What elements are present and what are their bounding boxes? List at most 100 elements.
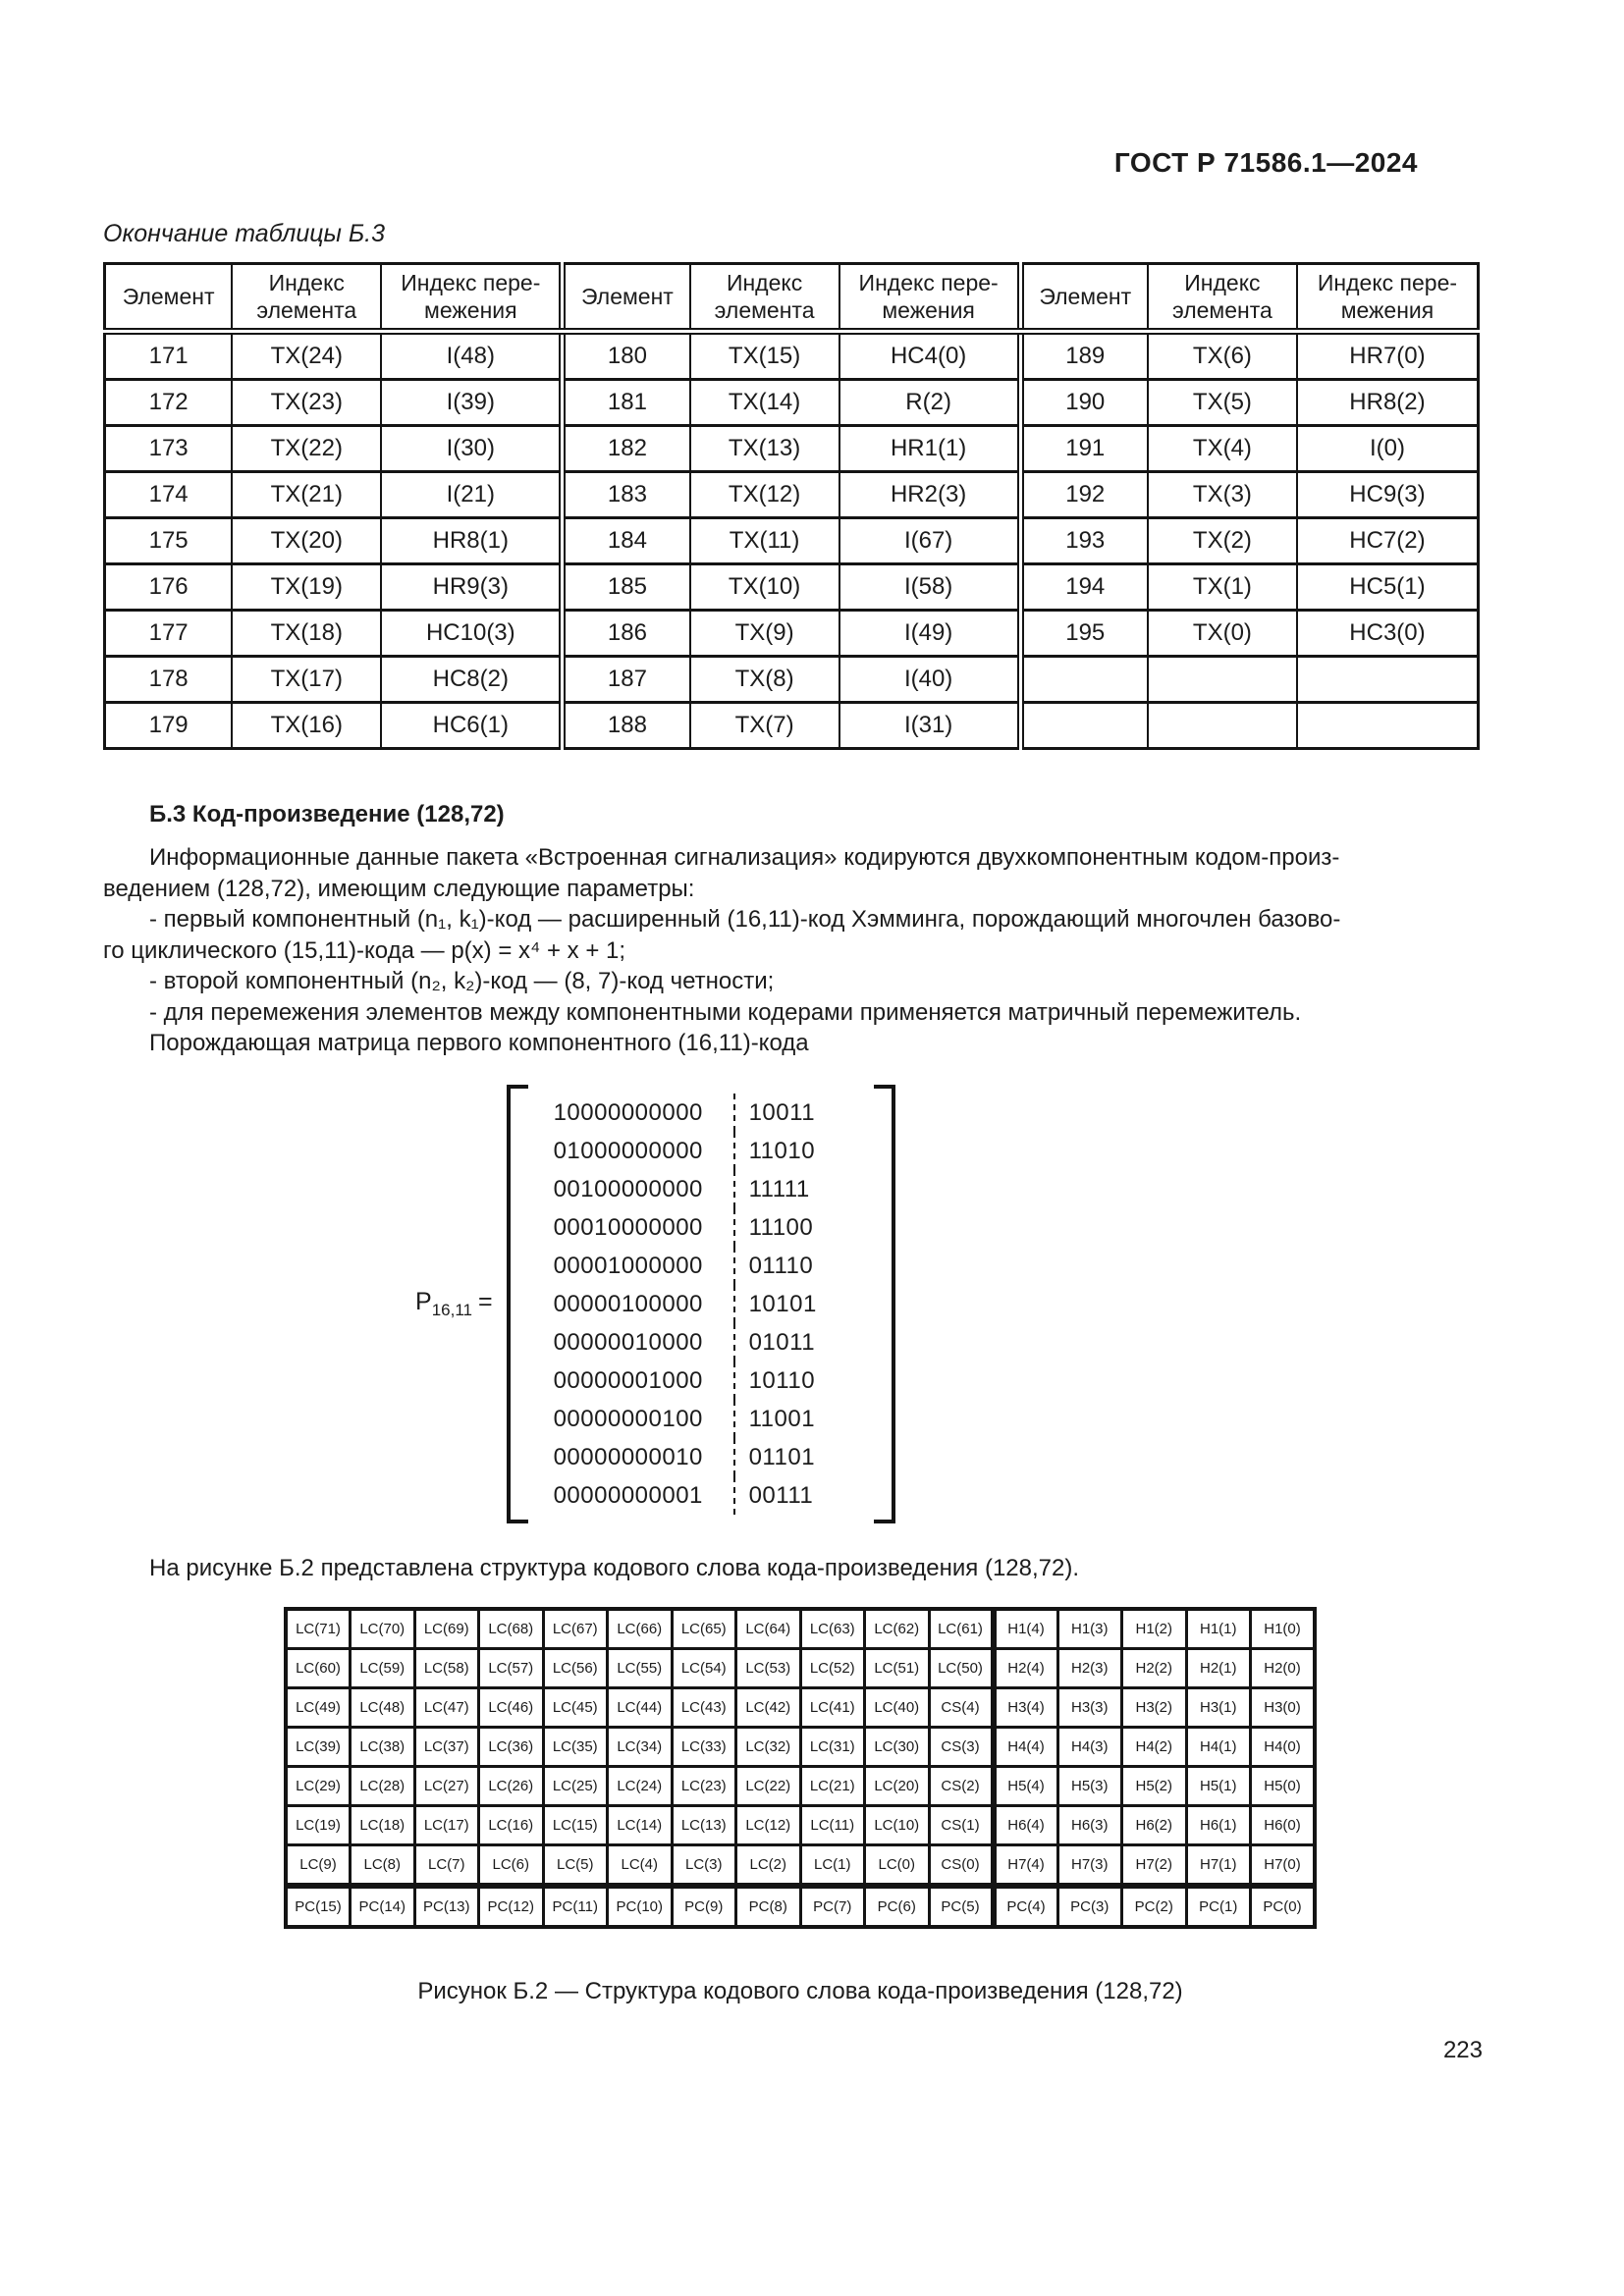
table-cell: HR8(2) (1295, 378, 1480, 427)
figure-grid-row: LC(71) LC(70) LC(69) LC(68) LC(67) LC(66) LC(6… (284, 1607, 1317, 1650)
figure-b2-caption: Рисунок Б.2 — Структура кодового слова к… (417, 1978, 1183, 2004)
figure-grid-cell: H6(4) (990, 1804, 1059, 1846)
figure-grid-cell: LC(19) (284, 1804, 352, 1846)
table-cell: I(49) (838, 609, 1022, 658)
table-cell: HR9(3) (380, 562, 564, 612)
matrix-parity-bits: 01110 (732, 1246, 871, 1285)
figure-grid-cell: LC(28) (349, 1765, 416, 1807)
table-row: 173 TX(22) I(30) 182 TX(13) HR1(1) 191 TX(4) I(0… (103, 424, 1480, 473)
figure-grid-cell: LC(17) (412, 1804, 480, 1846)
matrix-row: 00001000000 01110 (528, 1246, 874, 1285)
figure-grid-cell: LC(12) (734, 1804, 802, 1846)
body-text-line: Порождающая матрица первого компонентног… (149, 1030, 809, 1056)
table-row: 172 TX(23) I(39) 181 TX(14) R(2) 190 TX(5) HR8(2… (103, 378, 1480, 427)
figure-grid-cell: LC(54) (670, 1647, 737, 1689)
figure-grid-cell: LC(34) (606, 1726, 674, 1768)
figure-grid-cell: H2(4) (990, 1647, 1059, 1689)
figure-grid-cell: LC(44) (606, 1686, 674, 1729)
table-cell: HR8(1) (380, 516, 564, 565)
matrix-row: 00100000000 11111 (528, 1169, 874, 1208)
figure-grid-cell: LC(32) (734, 1726, 802, 1768)
figure-grid-cell: LC(15) (541, 1804, 609, 1846)
matrix-row: 00000000010 01101 (528, 1437, 874, 1476)
table-cell: 188 (559, 701, 691, 750)
table-cell: 186 (559, 609, 691, 658)
figure-grid-cell: H1(0) (1249, 1607, 1317, 1650)
table-cell: TX(5) (1146, 378, 1298, 427)
table-cell: I(67) (838, 516, 1022, 565)
table-cell: TX(14) (688, 378, 840, 427)
figure-grid-cell: H3(1) (1184, 1686, 1252, 1729)
figure-intro-text: На рисунке Б.2 представлена структура ко… (149, 1554, 1080, 1581)
figure-grid-cell: LC(71) (284, 1607, 352, 1650)
table-cell: 187 (559, 655, 691, 704)
table-cell: 175 (103, 516, 234, 565)
figure-grid-cell: PC(3) (1056, 1883, 1123, 1929)
figure-grid-cell: H3(2) (1120, 1686, 1188, 1729)
figure-grid-cell: H7(1) (1184, 1843, 1252, 1888)
table-cell: TX(23) (231, 378, 383, 427)
figure-grid-cell: PC(11) (541, 1883, 609, 1929)
figure-grid-cell: LC(14) (606, 1804, 674, 1846)
table-cell: HR1(1) (838, 424, 1022, 473)
matrix-right-bracket (873, 1084, 895, 1523)
table-b3: Элемент Индекс элемента Индекс пере- меж… (103, 262, 1480, 750)
table-cell: R(2) (838, 378, 1022, 427)
table-cell: TX(11) (688, 516, 840, 565)
figure-grid-cell: LC(50) (927, 1647, 995, 1689)
figure-grid-row: LC(60) LC(59) LC(58) LC(57) LC(56) LC(55) LC(5… (284, 1647, 1317, 1689)
table-cell (1295, 701, 1480, 750)
matrix-identity-bits: 00010000000 (553, 1213, 703, 1241)
table-cell: HC8(2) (380, 655, 564, 704)
table-cell: 176 (103, 562, 234, 612)
table-cell: TX(20) (231, 516, 383, 565)
figure-grid-cell: LC(40) (863, 1686, 931, 1729)
table-cell: TX(1) (1146, 562, 1298, 612)
matrix-parity-bits: 11100 (732, 1207, 871, 1247)
matrix-row: 01000000000 11010 (528, 1131, 874, 1170)
table-cell: TX(22) (231, 424, 383, 473)
figure-grid-cell: PC(7) (798, 1883, 866, 1929)
figure-grid-cell: LC(60) (284, 1647, 352, 1689)
table-cell: 173 (103, 424, 234, 473)
figure-b2-grid: LC(71) LC(70) LC(69) LC(68) LC(67) LC(66) LC(6… (284, 1607, 1317, 1929)
table-cell: I(39) (380, 378, 564, 427)
matrix-identity-bits: 00000000100 (553, 1405, 703, 1432)
figure-grid-cell: LC(3) (670, 1843, 737, 1888)
table-cell: TX(24) (231, 330, 383, 381)
figure-grid-cell: LC(52) (798, 1647, 866, 1689)
figure-grid-cell: LC(47) (412, 1686, 480, 1729)
body-text-line: - второй компонентный (n₂, k₂)-код — (8,… (149, 968, 775, 994)
table-row: 178 TX(17) HC8(2) 187 TX(8) I(40) (103, 655, 1480, 704)
figure-grid-cell: LC(2) (734, 1843, 802, 1888)
table-cell: 185 (559, 562, 691, 612)
table-cell: TX(21) (231, 470, 383, 519)
figure-grid-cell: LC(59) (349, 1647, 416, 1689)
matrix-identity-bits: 00000100000 (553, 1290, 703, 1317)
col-header-element-index: Индекс элемента (1146, 262, 1298, 335)
table-cell: TX(3) (1146, 470, 1298, 519)
table-cell: 171 (103, 330, 234, 381)
table-cell: 183 (559, 470, 691, 519)
figure-grid-cell: H5(3) (1056, 1765, 1123, 1807)
table-cell: 178 (103, 655, 234, 704)
figure-grid-cell: H5(1) (1184, 1765, 1252, 1807)
table-cell: HC6(1) (380, 701, 564, 750)
page-number: 223 (1442, 2037, 1483, 2063)
figure-grid-cell: H3(4) (990, 1686, 1059, 1729)
table-cell: TX(18) (231, 609, 383, 658)
table-row: 179 TX(16) HC6(1) 188 TX(7) I(31) (103, 701, 1480, 750)
figure-grid-row: LC(19) LC(18) LC(17) LC(16) LC(15) LC(14) LC(1… (284, 1804, 1317, 1846)
table-cell (1016, 701, 1149, 750)
body-text-line: ведением (128,72), имеющим следующие пар… (103, 875, 695, 902)
figure-grid-cell: H4(1) (1184, 1726, 1252, 1768)
figure-grid-cell: LC(42) (734, 1686, 802, 1729)
matrix-identity-bits: 00000000010 (553, 1443, 703, 1470)
table-cell: TX(19) (231, 562, 383, 612)
figure-grid-cell: LC(23) (670, 1765, 737, 1807)
figure-grid-cell: H6(2) (1120, 1804, 1188, 1846)
table-cell: TX(12) (688, 470, 840, 519)
table-cell: HC10(3) (380, 609, 564, 658)
table-cell: HR2(3) (838, 470, 1022, 519)
table-cell (1016, 655, 1149, 704)
